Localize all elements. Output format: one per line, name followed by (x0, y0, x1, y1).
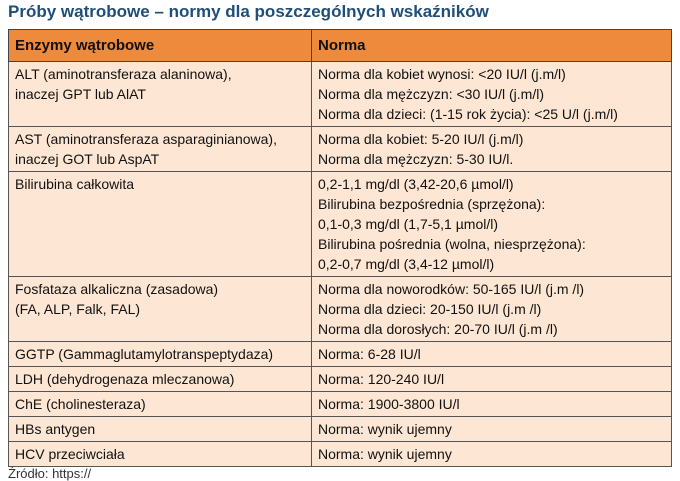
cell-line: ChE (cholinesteraza) (15, 396, 146, 412)
cell-line: AST (aminotransferaza asparaginianowa), (15, 131, 277, 147)
norm-cell: Norma dla kobiet wynosi: <20 IU/l (j.m/l… (311, 61, 672, 127)
norm-cell: Norma: wynik ujemny (311, 416, 672, 442)
table-row: GGTP (Gammaglutamylotranspeptydaza) Norma… (8, 341, 672, 367)
header-cell: Enzymy wątrobowe (8, 29, 312, 62)
enzyme-cell: GGTP (Gammaglutamylotranspeptydaza) (8, 341, 312, 367)
source-note: Źródło: https:// (8, 466, 92, 481)
cell-line: Norma: 1900-3800 IU/l (318, 396, 460, 412)
table-row: HCV przeciwciała Norma: wynik ujemny (8, 441, 672, 467)
cell-line: Norma dla dzieci: (1-15 rok życia): <25 … (318, 106, 618, 122)
cell-line: Norma dla mężczyzn: <30 IU/l (j.m/l) (318, 86, 544, 102)
enzyme-cell: ChE (cholinesteraza) (8, 391, 312, 417)
liver-tests-table: Enzymy wątrobowe Norma ALT (aminotransfer… (8, 29, 672, 467)
norm-cell: 0,2-1,1 mg/dl (3,42-20,6 µmol/l) Bilirubi… (311, 171, 672, 277)
enzyme-cell: LDH (dehydrogenaza mleczanowa) (8, 366, 312, 392)
enzyme-cell: HCV przeciwciała (8, 441, 312, 467)
enzyme-cell: AST (aminotransferaza asparaginianowa), i… (8, 126, 312, 172)
cell-line: ALT (aminotransferaza alaninowa), (15, 66, 232, 82)
table-row: Bilirubina całkowita 0,2-1,1 mg/dl (3,42-… (8, 171, 672, 277)
table-row: HBs antygen Norma: wynik ujemny (8, 416, 672, 442)
cell-line: Norma dla dzieci: 20-150 IU/l (j.m /l) (318, 301, 542, 317)
cell-line: Norma dla kobiet wynosi: <20 IU/l (j.m/l… (318, 66, 566, 82)
cell-line: 0,2-0,7 mg/dl (3,4-12 µmol/l) (318, 256, 495, 272)
header-cell: Norma (311, 29, 672, 62)
cell-line: (FA, ALP, Falk, FAL) (15, 301, 141, 317)
table-row: ALT (aminotransferaza alaninowa), inaczej… (8, 61, 672, 127)
header-row: Enzymy wątrobowe Norma (8, 29, 672, 62)
norm-cell: Norma dla kobiet: 5-20 IU/l (j.m/l) Norma… (311, 126, 672, 172)
cell-line: Bilirubina całkowita (15, 176, 135, 192)
enzyme-cell: Fosfataza alkaliczna (zasadowa) (FA, ALP,… (8, 276, 312, 342)
table-row: ChE (cholinesteraza) Norma: 1900-3800 IU/… (8, 391, 672, 417)
enzyme-cell: HBs antygen (8, 416, 312, 442)
cell-line: inaczej GOT lub AspAT (15, 151, 160, 167)
norm-cell: Norma: 120-240 IU/l (311, 366, 672, 392)
table-row: Fosfataza alkaliczna (zasadowa) (FA, ALP,… (8, 276, 672, 342)
norm-cell: Norma: 6-28 IU/l (311, 341, 672, 367)
norm-cell: Norma dla noworodków: 50-165 IU/l (j.m /… (311, 276, 672, 342)
cell-line: Norma dla dorosłych: 20-70 IU/l (j.m /l) (318, 321, 558, 337)
cell-line: Norma dla noworodków: 50-165 IU/l (j.m /… (318, 281, 585, 297)
page-title: Próby wątrobowe – normy dla poszczególny… (8, 2, 489, 21)
enzyme-cell: ALT (aminotransferaza alaninowa), inaczej… (8, 61, 312, 127)
cell-line: GGTP (Gammaglutamylotranspeptydaza) (15, 346, 274, 362)
cell-line: Norma: wynik ujemny (318, 446, 452, 462)
cell-line: Norma dla mężczyzn: 5-30 IU/l. (318, 151, 514, 167)
cell-line: Bilirubina bezpośrednia (sprzężona): (318, 196, 546, 212)
table-row: LDH (dehydrogenaza mleczanowa) Norma: 120… (8, 366, 672, 392)
cell-line: Norma dla kobiet: 5-20 IU/l (j.m/l) (318, 131, 524, 147)
cell-line: LDH (dehydrogenaza mleczanowa) (15, 371, 235, 387)
cell-line: Norma: 120-240 IU/l (318, 371, 445, 387)
cell-line: HCV przeciwciała (15, 446, 125, 462)
norm-cell: Norma: wynik ujemny (311, 441, 672, 467)
table-body: ALT (aminotransferaza alaninowa), inaczej… (8, 61, 672, 467)
cell-line: Norma: wynik ujemny (318, 421, 452, 437)
cell-line: HBs antygen (15, 421, 96, 437)
cell-line: inaczej GPT lub AlAT (15, 86, 146, 102)
cell-line: Fosfataza alkaliczna (zasadowa) (15, 281, 219, 297)
cell-line: Norma: 6-28 IU/l (318, 346, 421, 362)
cell-line: 0,1-0,3 mg/dl (1,7-5,1 µmol/l) (318, 216, 499, 232)
norm-cell: Norma: 1900-3800 IU/l (311, 391, 672, 417)
table-row: AST (aminotransferaza asparaginianowa), i… (8, 126, 672, 172)
cell-line: 0,2-1,1 mg/dl (3,42-20,6 µmol/l) (318, 176, 514, 192)
enzyme-cell: Bilirubina całkowita (8, 171, 312, 277)
cell-line: Bilirubina pośrednia (wolna, niesprzężon… (318, 236, 586, 252)
